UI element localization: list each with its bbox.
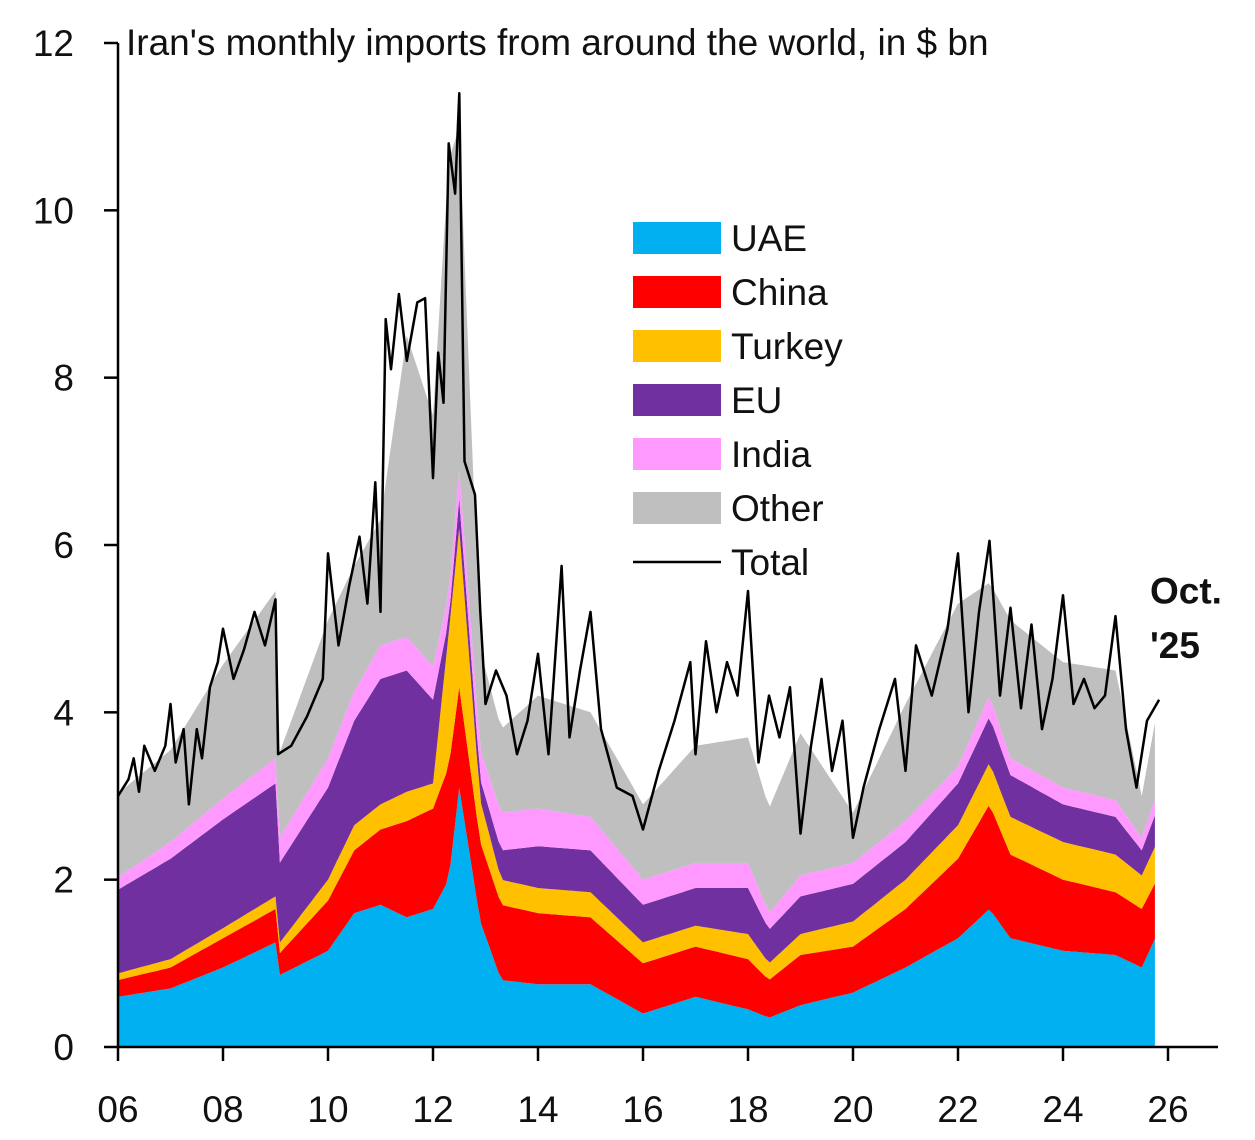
- legend-swatch-china: [633, 276, 721, 308]
- legend: UAE China Turkey EU India Other Total: [633, 218, 843, 583]
- total-line-layer: [116, 91, 1161, 840]
- x-tick-label: 12: [412, 1089, 453, 1130]
- legend-label-uae: UAE: [731, 218, 807, 259]
- y-tick-label: 8: [53, 358, 74, 399]
- y-tick-label: 0: [53, 1027, 74, 1068]
- annotation-layer: Oct. '25: [1150, 571, 1222, 666]
- legend-swatch-india: [633, 438, 721, 470]
- y-tick-label: 4: [53, 692, 74, 733]
- x-tick-label: 26: [1147, 1089, 1188, 1130]
- y-tick-label: 6: [53, 525, 74, 566]
- x-tick-label: 18: [727, 1089, 768, 1130]
- annotation-label: '25: [1150, 625, 1200, 666]
- area-turkey: [118, 528, 1155, 981]
- x-tick-label: 10: [307, 1089, 348, 1130]
- x-tick-label: 14: [517, 1089, 558, 1130]
- x-tick-label: 20: [832, 1089, 873, 1130]
- area-china: [118, 687, 1155, 1018]
- area-uae: [118, 787, 1155, 1047]
- x-tick-label: 16: [622, 1089, 663, 1130]
- legend-label-turkey: Turkey: [731, 326, 843, 367]
- x-tick-label: 24: [1042, 1089, 1083, 1130]
- y-tick-label: 2: [53, 860, 74, 901]
- x-tick-layer: 06 08 10 12 14 16 18 20 22 24 26: [97, 1047, 1189, 1130]
- legend-swatch-other: [633, 492, 721, 524]
- y-tick-layer: 0 2 4 6 8 10 12: [33, 23, 118, 1068]
- x-tick-label: 08: [202, 1089, 243, 1130]
- x-tick-label: 06: [97, 1089, 138, 1130]
- y-tick-label: 10: [33, 190, 74, 231]
- chart-title: Iran's monthly imports from around the w…: [126, 22, 989, 63]
- legend-label-eu: EU: [731, 380, 782, 421]
- legend-label-other: Other: [731, 488, 824, 529]
- legend-label-total: Total: [731, 542, 809, 583]
- x-tick-label: 22: [937, 1089, 978, 1130]
- legend-swatch-turkey: [633, 330, 721, 362]
- legend-swatch-eu: [633, 384, 721, 416]
- y-tick-label: 12: [33, 23, 74, 64]
- area-eu: [118, 499, 1155, 974]
- legend-label-china: China: [731, 272, 828, 313]
- legend-label-india: India: [731, 434, 812, 475]
- legend-swatch-uae: [633, 222, 721, 254]
- line-total: [116, 91, 1161, 840]
- annotation-label: Oct.: [1150, 571, 1222, 612]
- area-layer: [118, 126, 1155, 1047]
